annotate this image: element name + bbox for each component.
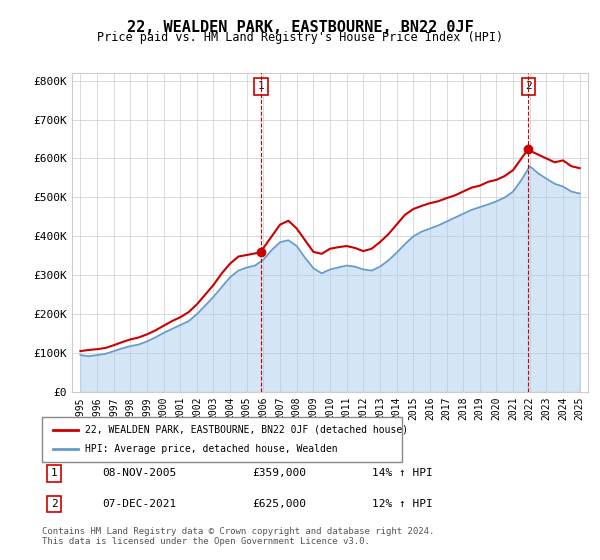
Text: 22, WEALDEN PARK, EASTBOURNE, BN22 0JF: 22, WEALDEN PARK, EASTBOURNE, BN22 0JF: [127, 20, 473, 35]
Text: 1: 1: [257, 81, 264, 91]
Text: 07-DEC-2021: 07-DEC-2021: [102, 499, 176, 509]
Text: 22, WEALDEN PARK, EASTBOURNE, BN22 0JF (detached house): 22, WEALDEN PARK, EASTBOURNE, BN22 0JF (…: [85, 424, 409, 435]
Text: £625,000: £625,000: [252, 499, 306, 509]
Text: Contains HM Land Registry data © Crown copyright and database right 2024.
This d: Contains HM Land Registry data © Crown c…: [42, 526, 434, 546]
Text: 2: 2: [525, 81, 532, 91]
Text: 2: 2: [50, 499, 58, 509]
Text: 08-NOV-2005: 08-NOV-2005: [102, 468, 176, 478]
Text: 14% ↑ HPI: 14% ↑ HPI: [372, 468, 433, 478]
Text: HPI: Average price, detached house, Wealden: HPI: Average price, detached house, Weal…: [85, 445, 338, 455]
FancyBboxPatch shape: [42, 417, 402, 462]
Text: 1: 1: [50, 468, 58, 478]
Text: 12% ↑ HPI: 12% ↑ HPI: [372, 499, 433, 509]
Text: Price paid vs. HM Land Registry's House Price Index (HPI): Price paid vs. HM Land Registry's House …: [97, 31, 503, 44]
Text: £359,000: £359,000: [252, 468, 306, 478]
